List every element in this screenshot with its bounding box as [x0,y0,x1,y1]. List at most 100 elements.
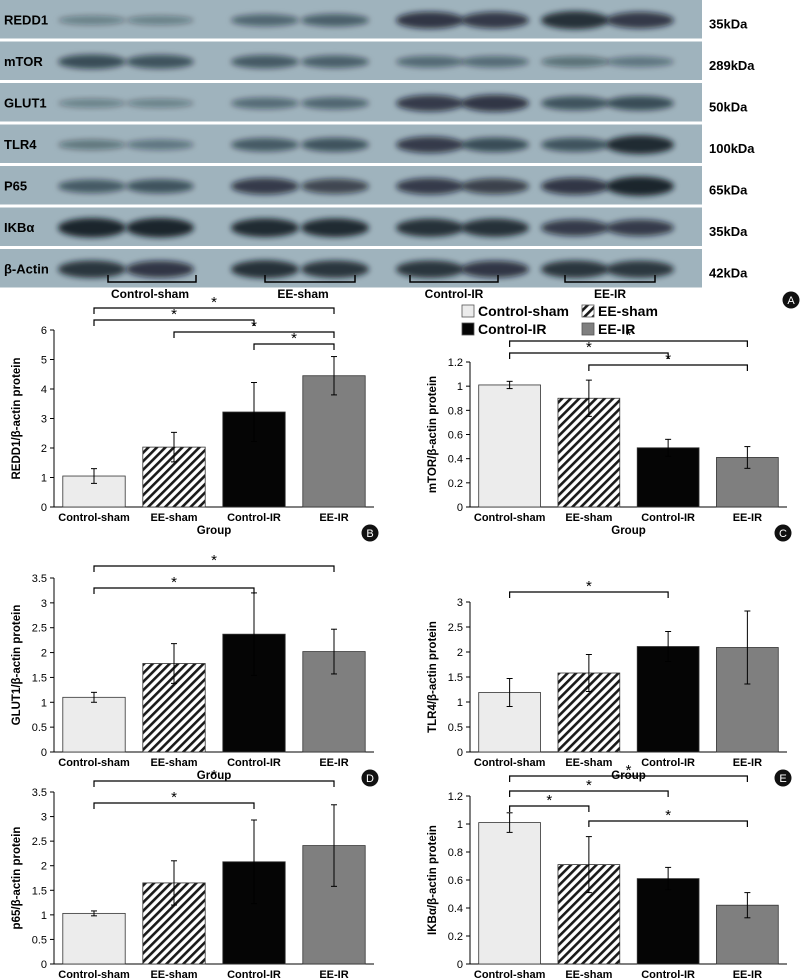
blot-band [396,11,464,29]
bar-control-sham [478,384,541,508]
error-bar [506,812,513,833]
blot-band [606,260,674,278]
y-tick-label: 0 [457,747,463,759]
blot-band [461,94,529,112]
legend-label: Control-sham [478,303,569,319]
blot-band [461,137,529,153]
y-tick-label: 1.5 [32,672,47,684]
blot-group-label: Control-IR [425,287,484,301]
y-tick-label: 2.5 [32,623,47,635]
blot-band [58,15,126,25]
bar-control-ir [636,447,700,508]
y-tick-label: 0 [457,959,463,971]
legend-item-control-ir: Control-IR [461,321,546,337]
blot-band [461,260,529,278]
y-axis-title: TLR4/β-actin protein [427,621,439,733]
y-tick-label: 1 [457,819,463,831]
category-label: Control-IR [227,512,281,524]
y-tick-label: 3.5 [32,787,47,799]
blot-band [606,95,674,111]
blot-group-label: Control-sham [111,287,189,301]
blot-band [301,178,369,194]
significance-star: * [626,762,632,779]
error-bar [331,804,337,887]
legend-label: EE-sham [598,303,658,319]
blot-band [126,179,194,194]
blot-band [396,218,464,237]
significance-bracket: * [509,578,669,598]
blot-band [396,95,464,112]
y-tick-label: 1 [41,697,47,709]
blot-band [301,260,369,279]
blot-band [231,178,299,195]
error-bar [744,446,751,469]
blot-band [231,55,299,69]
y-tick-label: 1 [41,910,47,922]
significance-star: * [546,792,552,809]
y-tick-label: 0.2 [448,478,463,490]
significance-bracket: * [253,330,335,350]
bar-ee-ir [302,375,366,508]
significance-bracket: * [93,574,255,594]
bar-control-sham [62,912,126,965]
blot-group-label: EE-IR [594,287,626,301]
category-label: EE-sham [150,757,197,769]
panel-letter: C [779,528,787,540]
x-axis-title: Group [197,770,232,782]
category-label: EE-sham [150,512,197,524]
x-axis-title: Group [197,525,232,537]
blot-protein-label: β-Actin [4,261,49,276]
x-axis-title: Group [611,525,646,537]
blot-band [461,218,529,237]
category-label: Control-IR [641,512,695,524]
error-bar [171,643,177,684]
error-bar [171,431,177,463]
category-label: EE-IR [733,512,762,524]
legend-item-ee-sham: EE-sham [581,303,658,319]
blot-label-bg [0,83,62,122]
legend-swatch [581,322,595,336]
blot-band [541,219,609,236]
blot-band [396,55,464,68]
chart-panel-f: 0 0.5 1 1.5 2 2.5 3 3.5 Control-sham EE-sham Contr… [11,767,374,978]
blot-band [301,137,369,152]
blot-band [461,55,529,68]
blot-band [606,56,674,68]
blot-label-bg [0,249,62,288]
error-bar [744,610,751,685]
category-label: Control-IR [227,969,281,978]
significance-star: * [251,318,257,335]
blot-row-glut1: GLUT1 50kDa [0,83,748,122]
blot-band [396,260,464,279]
blot-band [58,218,126,238]
y-tick-label: 0 [41,747,47,759]
blot-group-label: EE-sham [277,287,328,301]
y-tick-label: 0 [41,959,47,971]
y-tick-label: 1.2 [448,357,463,369]
bar-control-ir [636,878,700,965]
y-tick-label: 3 [41,812,47,824]
significance-bracket: * [93,294,335,314]
panel-letter: B [366,528,373,540]
category-label: Control-IR [227,757,281,769]
y-tick-label: 0.8 [448,405,463,417]
blot-kda-label: 65kDa [709,182,748,197]
error-bar [91,691,97,703]
significance-star: * [171,789,177,806]
y-tick-label: 2.5 [448,622,463,634]
y-tick-label: 0.4 [448,454,463,466]
y-tick-label: 0 [41,502,47,514]
category-label: EE-sham [565,512,612,524]
blot-band [301,13,369,27]
y-tick-label: 1.2 [448,791,463,803]
blot-band [461,11,529,29]
significance-star: * [211,294,217,311]
blot-band [461,178,529,195]
y-axis-title: p65/β-actin protein [11,827,23,930]
category-label: Control-sham [58,512,130,524]
blot-band [541,177,609,195]
category-label: EE-sham [150,969,197,978]
panel-letter: E [779,773,786,785]
category-label: Control-sham [474,969,546,978]
y-tick-label: 0.6 [448,430,463,442]
